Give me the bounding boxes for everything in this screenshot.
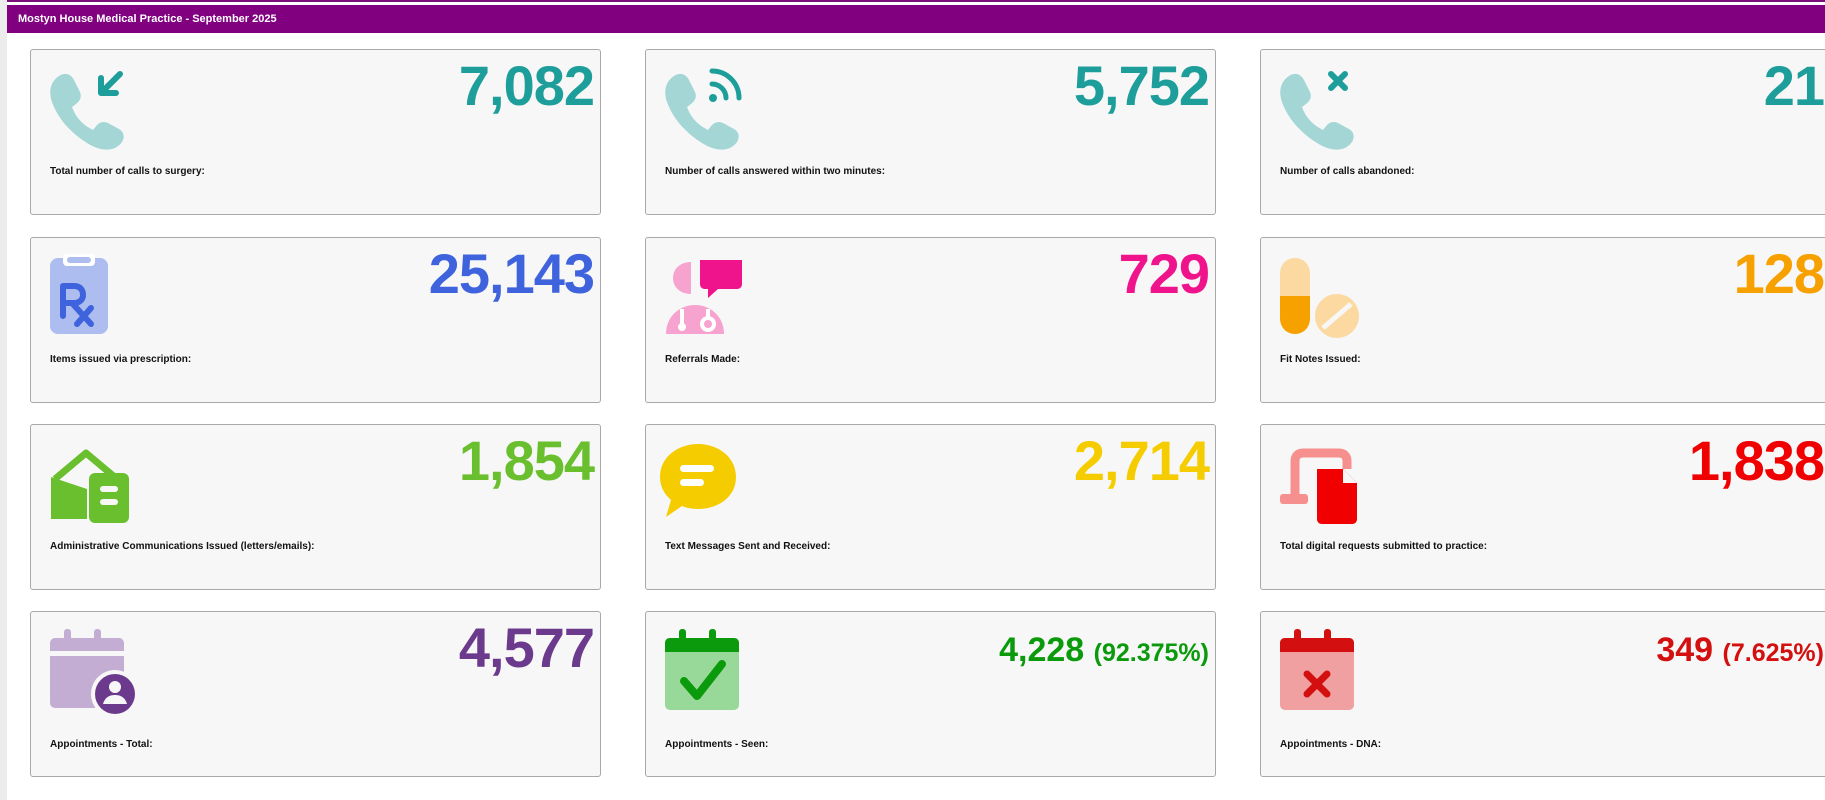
left-edge xyxy=(0,0,7,800)
doctor-chat-icon xyxy=(660,252,750,342)
phone-ringing-icon xyxy=(660,64,750,154)
text-messages-value: 2,714 xyxy=(1073,429,1210,492)
appointments-dna-label: Appointments - DNA: xyxy=(1280,739,1382,750)
calls-answered-value: 5,752 xyxy=(1073,54,1210,117)
referrals-label: Referrals Made: xyxy=(665,354,741,365)
card-text-messages: 2,714 Text Messages Sent and Received: xyxy=(645,424,1216,590)
calendar-check-icon xyxy=(660,626,750,716)
top-accent-line xyxy=(7,0,1825,2)
prescription-icon xyxy=(45,252,135,342)
phone-missed-icon xyxy=(1275,64,1365,154)
card-appointments-total: 4,577 Appointments - Total: xyxy=(30,611,601,777)
card-admin-comms: 1,854 Administrative Communications Issu… xyxy=(30,424,601,590)
calls-abandoned-label: Number of calls abandoned: xyxy=(1280,166,1415,177)
digital-requests-value: 1,838 xyxy=(1688,429,1825,492)
appointments-total-value: 4,577 xyxy=(458,616,595,679)
envelope-letter-icon xyxy=(45,439,135,529)
device-file-icon xyxy=(1275,439,1365,529)
card-total-calls: 7,082 Total number of calls to surgery: xyxy=(30,49,601,215)
card-digital-requests: 1,838 Total digital requests submitted t… xyxy=(1260,424,1825,590)
page-title: Mostyn House Medical Practice - Septembe… xyxy=(7,5,1825,33)
fit-notes-value: 128 xyxy=(1733,242,1825,305)
appointments-seen-value: 4,228 (92.375%) xyxy=(999,630,1209,673)
appointments-dna-value: 349 (7.625%) xyxy=(1656,630,1824,673)
pills-icon xyxy=(1275,252,1365,342)
card-referrals: 729 Referrals Made: xyxy=(645,237,1216,403)
card-calls-answered: 5,752 Number of calls answered within tw… xyxy=(645,49,1216,215)
calls-answered-label: Number of calls answered within two minu… xyxy=(665,166,886,177)
fit-notes-label: Fit Notes Issued: xyxy=(1280,354,1361,365)
card-fit-notes: 128 Fit Notes Issued: xyxy=(1260,237,1825,403)
referrals-value: 729 xyxy=(1118,242,1210,305)
card-calls-abandoned: 21 Number of calls abandoned: xyxy=(1260,49,1825,215)
calendar-user-icon xyxy=(45,626,135,716)
card-appointments-seen: 4,228 (92.375%) Appointments - Seen: xyxy=(645,611,1216,777)
admin-comms-value: 1,854 xyxy=(458,429,595,492)
appointments-total-label: Appointments - Total: xyxy=(50,739,153,750)
total-calls-value: 7,082 xyxy=(458,54,595,117)
prescription-items-label: Items issued via prescription: xyxy=(50,354,192,365)
appointments-dna-count: 349 xyxy=(1656,631,1714,669)
calls-abandoned-value: 21 xyxy=(1763,54,1825,117)
appointments-seen-percent: (92.375%) xyxy=(1093,639,1209,667)
phone-incoming-icon xyxy=(45,64,135,154)
calendar-x-icon xyxy=(1275,626,1365,716)
card-appointments-dna: 349 (7.625%) Appointments - DNA: xyxy=(1260,611,1825,777)
total-calls-label: Total number of calls to surgery: xyxy=(50,166,205,177)
appointments-seen-count: 4,228 xyxy=(999,631,1085,669)
digital-requests-label: Total digital requests submitted to prac… xyxy=(1280,541,1488,552)
chat-bubble-icon xyxy=(660,439,750,529)
text-messages-label: Text Messages Sent and Received: xyxy=(665,541,831,552)
appointments-seen-label: Appointments - Seen: xyxy=(665,739,769,750)
appointments-dna-percent: (7.625%) xyxy=(1722,639,1824,667)
prescription-items-value: 25,143 xyxy=(428,242,595,305)
card-prescription-items: 25,143 Items issued via prescription: xyxy=(30,237,601,403)
admin-comms-label: Administrative Communications Issued (le… xyxy=(50,541,315,552)
